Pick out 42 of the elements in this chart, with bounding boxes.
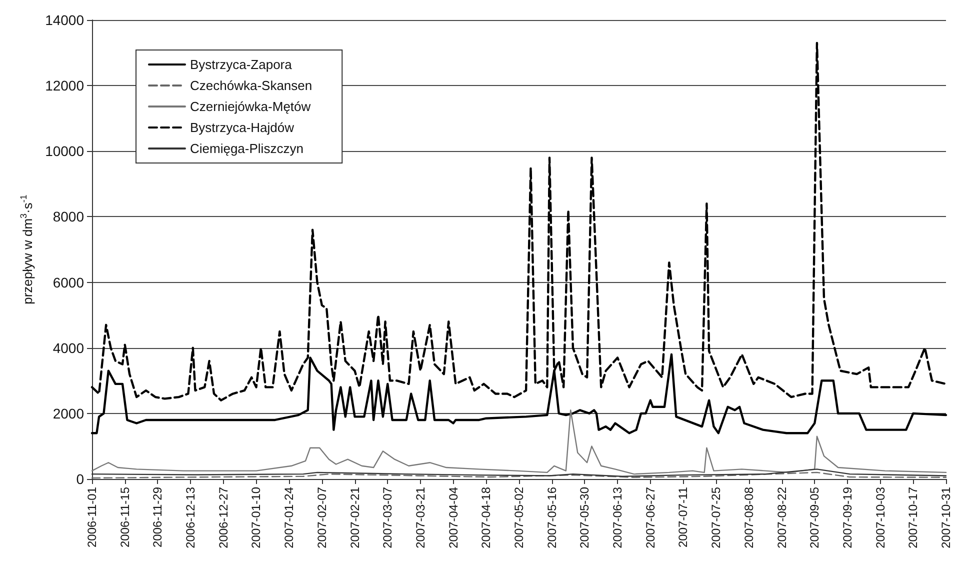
y-tick-label: 0 (76, 471, 84, 487)
y-tick-label: 2000 (52, 405, 84, 422)
legend-label: Bystrzyca-Zapora (190, 57, 293, 72)
x-tick-label: 2007-07-25 (709, 486, 724, 548)
x-tick-label: 2006-12-27 (216, 486, 230, 548)
x-tick-label: 2007-01-24 (282, 486, 296, 548)
x-tick-label: 2006-11-29 (150, 486, 165, 548)
y-tick-label: 14000 (45, 12, 84, 28)
line-series (91, 410, 947, 475)
x-tick-label: 2007-04-04 (446, 486, 460, 548)
y-tick-label: 12000 (45, 78, 84, 94)
y-axis-title: przepływ w dm3·s-1 (18, 194, 35, 304)
x-tick-label: 2007-08-08 (742, 486, 756, 548)
x-tick-label: 2007-09-05 (808, 486, 822, 548)
x-tick-label: 2007-06-13 (610, 486, 625, 548)
y-tick-label: 6000 (52, 274, 84, 290)
x-tick-label: 2007-03-07 (380, 486, 395, 548)
x-tick-label: 2006-11-01 (85, 486, 99, 548)
x-tick-label: 2007-05-02 (512, 486, 526, 548)
x-tick-label: 2007-08-22 (774, 486, 789, 548)
x-tick-label: 2007-10-31 (939, 486, 953, 548)
x-tick-label: 2007-06-27 (643, 486, 658, 548)
x-tick-label: 2007-01-10 (249, 486, 264, 548)
x-tick-label: 2007-10-17 (906, 486, 920, 548)
y-tick-label: 8000 (52, 208, 84, 225)
legend-label: Czerniejówka-Mętów (190, 99, 312, 114)
x-tick-label: 2006-11-15 (118, 486, 132, 548)
x-tick-label: 2007-02-21 (348, 486, 362, 548)
x-tick-label: 2007-10-03 (873, 486, 888, 548)
legend-label: Bystrzyca-Hajdów (190, 120, 295, 135)
x-tick-label: 2007-02-07 (314, 486, 329, 548)
x-tick-label: 2006-12-13 (184, 486, 198, 548)
legend-label: Ciemięga-Pliszczyn (190, 141, 304, 156)
y-tick-label: 10000 (45, 143, 84, 160)
x-tick-label: 2007-07-11 (676, 486, 690, 548)
legend-label: Czechówka-Skansen (190, 78, 312, 93)
x-tick-label: 2007-04-18 (479, 486, 494, 548)
x-tick-label: 2007-03-21 (413, 486, 428, 548)
x-tick-label: 2007-05-16 (544, 486, 559, 548)
x-tick-label: 2007-09-19 (840, 486, 854, 548)
x-tick-label: 2007-05-30 (578, 486, 592, 548)
y-tick-label: 4000 (52, 340, 84, 356)
